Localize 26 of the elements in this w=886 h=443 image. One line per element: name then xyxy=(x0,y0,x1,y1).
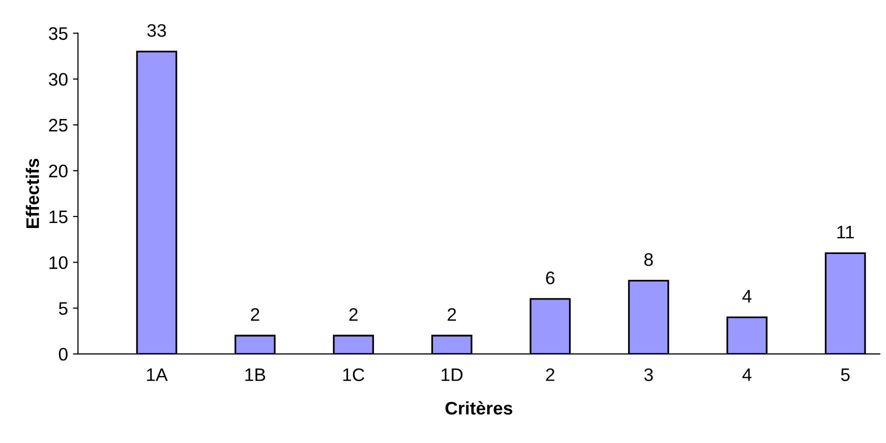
x-tick-label: 1A xyxy=(147,368,168,381)
data-label: 33 xyxy=(147,24,166,37)
x-axis-title: Critères xyxy=(446,401,512,415)
y-tick-label: 10 xyxy=(50,256,68,270)
x-tick-label: 1C xyxy=(343,368,364,382)
data-label: 6 xyxy=(546,272,554,284)
y-tick-label: 25 xyxy=(49,118,68,132)
data-label: 2 xyxy=(448,308,456,321)
y-tick-label: 35 xyxy=(48,27,68,40)
y-tick-label: 15 xyxy=(50,210,68,224)
data-label: 4 xyxy=(742,290,752,302)
y-tick-label: 0 xyxy=(58,348,68,361)
data-label: 2 xyxy=(349,308,358,321)
x-tick-label: 4 xyxy=(742,368,752,381)
y-tick-label: 5 xyxy=(58,302,68,315)
x-tick-label: 3 xyxy=(644,368,653,382)
data-label: 2 xyxy=(250,308,260,321)
y-axis-title: Effectifs xyxy=(26,158,40,228)
data-label: 8 xyxy=(644,253,653,266)
x-tick-label: 1B xyxy=(245,368,266,381)
x-tick-label: 5 xyxy=(841,368,850,382)
y-tick-label: 20 xyxy=(49,164,68,178)
x-tick-label: 1D xyxy=(442,368,463,381)
data-label: 11 xyxy=(837,226,854,238)
x-tick-label: 2 xyxy=(546,368,554,381)
y-tick-label: 30 xyxy=(48,72,68,86)
